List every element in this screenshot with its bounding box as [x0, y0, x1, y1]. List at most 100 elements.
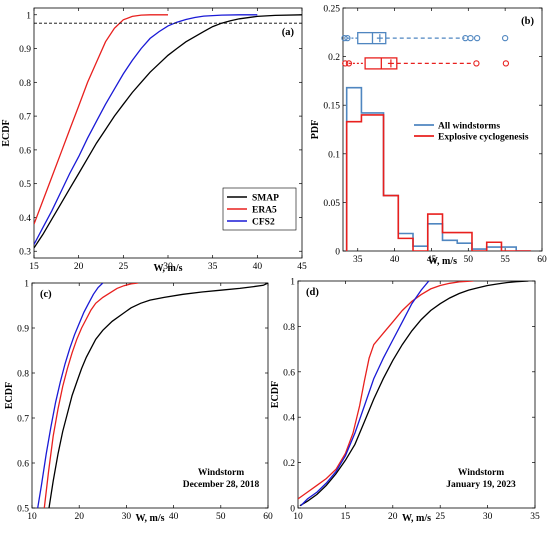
boxplot-outlier: [467, 34, 474, 42]
y-tick-label-b: 0.25: [323, 5, 340, 15]
x-tick-label-b: 60: [537, 255, 547, 265]
y-axis-label-a: ECDF: [1, 119, 12, 146]
x-tick-label-b: 40: [390, 255, 400, 265]
legend-label-era5: ERA5: [252, 206, 277, 216]
y-tick-label-a: 0.9: [19, 45, 31, 55]
y-tick-label-d: 0.6: [283, 368, 295, 378]
series-line-smap-d: [299, 281, 529, 507]
series-line-smap-a: [34, 14, 302, 249]
x-tick-label-a: 30: [163, 262, 173, 272]
boxplot-outlier: [341, 34, 348, 42]
y-tick-label-b: 0.1: [328, 150, 340, 160]
x-tick-label-d: 25: [435, 512, 445, 522]
y-tick-label-a: 0.4: [19, 214, 31, 224]
boxplot-outlier: [344, 34, 351, 42]
panel-label-b: (b): [521, 16, 534, 27]
x-axis-label-c: W, m/s: [135, 513, 164, 524]
boxplot-outlier: [345, 60, 353, 67]
x-tick-label-a: 45: [297, 262, 307, 272]
y-tick-label-a: 0.3: [19, 248, 31, 258]
x-tick-label-a: 20: [74, 262, 84, 272]
series-line-era5-a: [34, 14, 168, 225]
y-tick-label-a: 0.7: [19, 113, 31, 123]
panel-label-d: (d): [306, 287, 319, 298]
boxplot-outlier: [501, 34, 509, 42]
x-axis-label-d: W, m/s: [402, 513, 431, 524]
boxplot-outlier: [473, 60, 480, 67]
y-tick-label-d: 1: [290, 278, 295, 288]
histogram-explosive-cyclogenesis: [345, 114, 531, 251]
boxplot-outlier: [473, 34, 481, 42]
boxplot-explosive-cyclogenesis: [342, 57, 510, 70]
y-axis-label-b: PDF: [310, 120, 321, 139]
series-line-era5-c: [43, 283, 139, 508]
boxplot-outlier: [342, 60, 349, 67]
x-tick-label-c: 20: [74, 512, 84, 522]
y-tick-label-d: 0.8: [283, 323, 295, 333]
x-tick-label-c: 60: [263, 512, 273, 522]
x-tick-label-a: 25: [119, 262, 129, 272]
legend-box-a: [222, 187, 297, 231]
y-tick-label-c: 0.6: [17, 460, 29, 470]
x-tick-label-c: 10: [27, 512, 37, 522]
series-line-era5-d: [298, 281, 474, 500]
legend-box-b: [411, 118, 539, 143]
y-tick-label-a: 0.6: [19, 146, 31, 156]
y-tick-label-d: 0: [290, 505, 295, 515]
y-axis-label-c: ECDF: [4, 382, 15, 409]
y-tick-label-b: 0.05: [323, 199, 340, 209]
x-tick-label-b: 35: [353, 255, 363, 265]
x-tick-label-d: 10: [293, 512, 303, 522]
annotation-date-d: January 19, 2023: [446, 480, 516, 490]
panel-a: 15 20 25 30 35 40 45 0.3 0.4 0.5 0.6 0.7 0.8 0.9 1 W, m…: [1, 7, 307, 274]
y-tick-label-c: 0.9: [17, 325, 29, 335]
legend-label-smap: SMAP: [252, 194, 279, 204]
x-tick-label-d: 35: [530, 512, 540, 522]
annotation-title-d: Windstorm: [458, 468, 504, 478]
panel-label-c: (c): [40, 289, 52, 300]
x-tick-label-a: 15: [29, 262, 39, 272]
x-tick-label-d: 30: [483, 512, 493, 522]
legend-label-all-windstorms: All windstorms: [438, 122, 500, 132]
y-tick-label-a: 0.5: [19, 180, 31, 190]
plot-frame-b: [342, 7, 543, 252]
y-tick-label-b: 0.15: [323, 102, 340, 112]
panel-b: 35 40 45 50 55 60 0 0.05 0.1 0.15 0.2 0.25 W, m/s PDF…: [310, 5, 547, 268]
boxplot-all-windstorms: [341, 31, 509, 45]
x-tick-label-a: 40: [253, 262, 263, 272]
legend-label-explosive-cyclogenesis: Explosive cyclogenesis: [438, 133, 529, 143]
x-tick-label-c: 40: [169, 512, 179, 522]
series-line-cfs2-a: [34, 14, 258, 245]
x-tick-label-c: 50: [216, 512, 226, 522]
y-tick-label-c: 0.7: [17, 415, 29, 425]
x-axis-label-b: W, m/s: [428, 256, 457, 267]
panel-d: 10 15 20 25 30 35 0 0.2 0.4 0.6 0.8 1 W, m/s ECDF (d) W…: [270, 278, 540, 525]
x-tick-label-d: 20: [388, 512, 398, 522]
y-tick-label-d: 0.2: [283, 459, 295, 469]
series-line-smap-c: [48, 283, 268, 508]
y-tick-label-b: 0.2: [328, 53, 340, 63]
x-tick-label-b: 55: [500, 255, 510, 265]
panel-c: 10 20 30 40 50 60 0.5 0.6 0.7 0.8 0.9 1 W, m/s ECDF (c…: [4, 280, 273, 525]
plot-frame-c: [31, 282, 269, 509]
x-tick-label-c: 30: [122, 512, 132, 522]
x-tick-label-d: 15: [341, 512, 351, 522]
x-axis-label-a: W, m/s: [153, 263, 182, 274]
histogram-all-windstorms: [345, 86, 531, 251]
y-axis-label-d: ECDF: [270, 381, 281, 408]
panel-label-a: (a): [282, 27, 295, 38]
annotation-title-c: Windstorm: [198, 468, 244, 478]
x-tick-label-a: 35: [208, 262, 218, 272]
legend-label-cfs2: CFS2: [252, 218, 275, 228]
series-line-cfs2-c: [37, 283, 104, 508]
y-tick-label-b: 0: [335, 248, 340, 258]
boxplot-outlier: [502, 60, 510, 67]
y-tick-label-c: 0.5: [17, 505, 29, 515]
y-tick-label-a: 0.8: [19, 79, 31, 89]
x-tick-label-b: 50: [464, 255, 474, 265]
plot-frame-d: [297, 280, 536, 509]
y-tick-label-d: 0.4: [283, 414, 295, 424]
annotation-date-c: December 28, 2018: [183, 480, 260, 490]
y-tick-label-a: 1: [26, 11, 31, 21]
